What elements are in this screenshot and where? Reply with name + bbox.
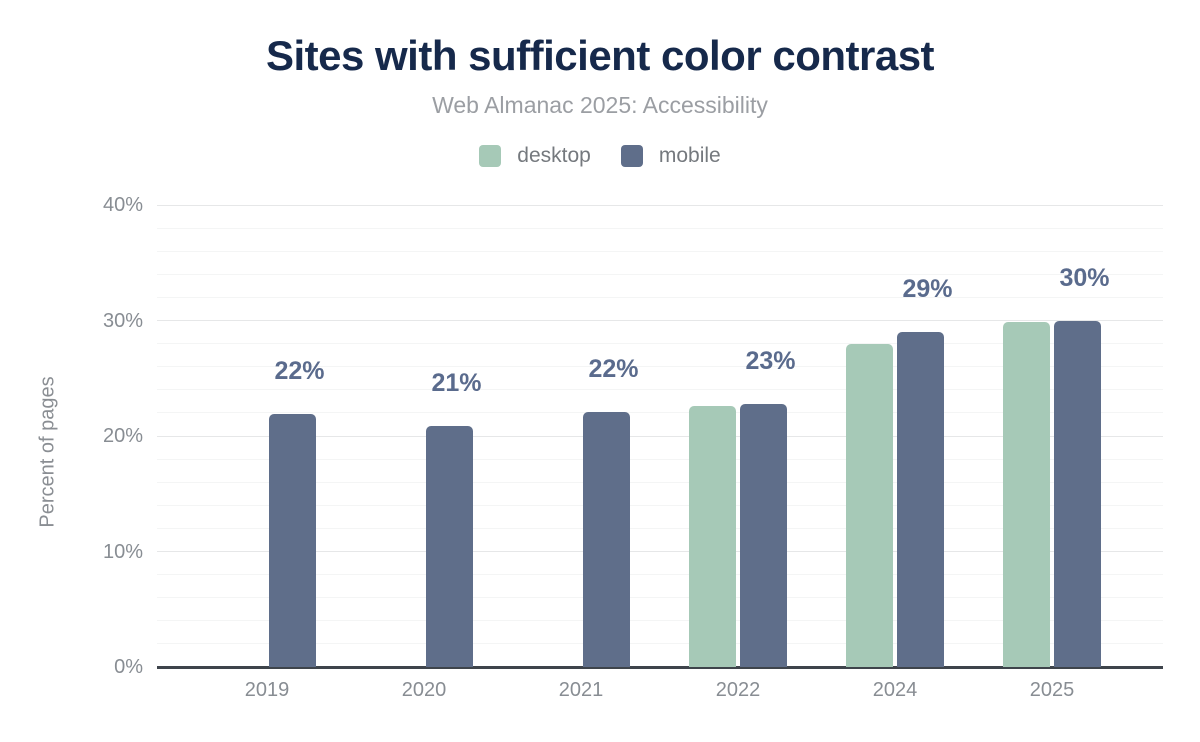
bar-mobile-2025[interactable] [1054, 320, 1101, 667]
gridline-minor-16 [157, 481, 1163, 483]
legend-item-mobile[interactable]: mobile [620, 144, 721, 168]
y-tick-label-10: 10% [102, 540, 143, 563]
plot-area: 0% 10% 20% 30% 40% 2019 22% 2020 21% 2021 22% 2022 2… [103, 194, 1163, 701]
bar-desktop-2024[interactable] [846, 343, 893, 667]
chart-title: Sites with sufficient color contrast [265, 32, 935, 79]
legend-label-desktop: desktop [517, 144, 591, 167]
bar-mobile-2022[interactable] [740, 403, 787, 667]
desktop-swatch-icon [479, 145, 502, 167]
y-tick-label-30: 30% [102, 309, 143, 332]
gridline-minor-32 [157, 296, 1163, 298]
data-label-2019: 22% [274, 357, 325, 386]
gridline-minor-18 [157, 458, 1163, 460]
bar-mobile-2019[interactable] [269, 414, 316, 667]
data-label-2020: 21% [431, 368, 482, 397]
gridline-minor-36 [157, 250, 1163, 252]
bar-mobile-2021[interactable] [583, 411, 630, 667]
data-label-2021: 22% [588, 354, 639, 383]
gridline-minor-6 [157, 597, 1163, 599]
gridline-major-40 [157, 204, 1163, 206]
gridline-minor-8 [157, 574, 1163, 576]
x-axis-label-2025: 2025 [1029, 679, 1075, 701]
y-axis-title: Percent of pages [36, 376, 59, 528]
x-axis-label-2021: 2021 [558, 679, 604, 701]
x-axis-label-2022: 2022 [715, 679, 761, 701]
data-label-2025: 30% [1059, 263, 1110, 292]
chart-subtitle: Web Almanac 2025: Accessibility [432, 92, 768, 118]
y-tick-label-20: 20% [102, 425, 143, 447]
data-label-2024: 29% [902, 275, 953, 304]
data-label-2022: 23% [745, 346, 796, 375]
gridline-minor-4 [157, 620, 1163, 622]
bar-mobile-2020[interactable] [426, 425, 473, 667]
y-tick-label-0: 0% [114, 656, 143, 678]
gridline-minor-12 [157, 527, 1163, 529]
x-axis-line [157, 666, 1163, 669]
legend-item-desktop[interactable]: desktop [479, 144, 591, 168]
gridline-minor-14 [157, 504, 1163, 506]
legend-label-mobile: mobile [658, 144, 721, 167]
bar-desktop-2022[interactable] [689, 405, 736, 667]
gridline-minor-2 [157, 643, 1163, 645]
legend: desktop mobile [0, 144, 1200, 168]
x-axis-label-2024: 2024 [872, 679, 918, 701]
gridline-minor-24 [157, 389, 1163, 391]
mobile-swatch-icon [620, 145, 643, 167]
gridline-minor-38 [157, 227, 1163, 229]
gridline-major-20 [157, 435, 1163, 437]
gridline-minor-26 [157, 366, 1163, 368]
x-axis-label-2020: 2020 [401, 679, 447, 701]
bar-desktop-2025[interactable] [1003, 321, 1050, 667]
gridline-minor-34 [157, 273, 1163, 275]
gridline-minor-22 [157, 412, 1163, 414]
gridline-major-30 [157, 320, 1163, 321]
x-axis-label-2019: 2019 [244, 679, 290, 701]
y-tick-label-40: 40% [102, 194, 143, 216]
gridline-minor-28 [157, 343, 1163, 345]
bar-mobile-2024[interactable] [897, 332, 944, 667]
gridline-major-10 [157, 551, 1163, 552]
